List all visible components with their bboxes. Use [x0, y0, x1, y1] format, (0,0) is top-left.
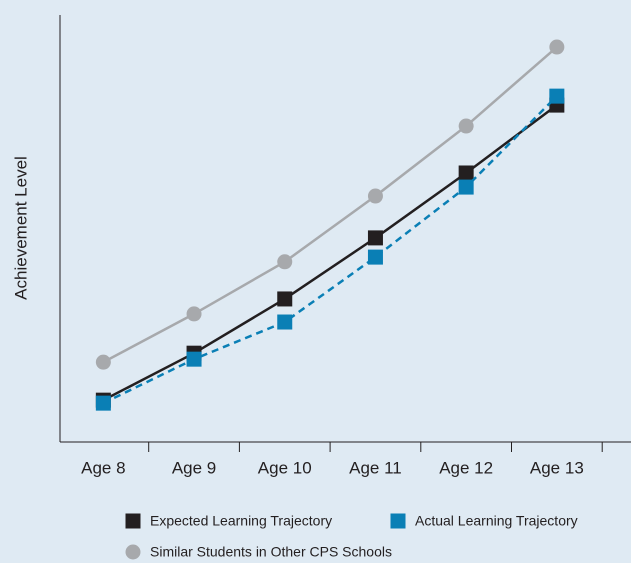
y-axis-label: Achievement Level — [11, 156, 30, 300]
point — [277, 314, 293, 330]
point — [549, 88, 565, 104]
x-tick-label: Age 11 — [349, 458, 402, 477]
point — [277, 254, 293, 270]
legend-marker — [125, 513, 141, 529]
point — [367, 249, 383, 265]
x-tick-label: Age 12 — [439, 458, 493, 477]
series-line — [102, 46, 558, 364]
point — [186, 306, 202, 322]
legend-label: Expected Learning Trajectory — [150, 513, 332, 529]
x-tick-label: Age 9 — [172, 458, 216, 477]
point — [277, 291, 293, 307]
x-tick-label: Age 10 — [258, 458, 312, 477]
point — [95, 354, 111, 370]
point — [95, 395, 111, 411]
point — [458, 179, 474, 195]
point — [367, 188, 383, 204]
point — [549, 39, 565, 55]
x-tick-label: Age 13 — [530, 458, 584, 477]
legend-label: Similar Students in Other CPS Schools — [150, 544, 392, 560]
legend-label: Actual Learning Trajectory — [415, 513, 578, 529]
series-line — [102, 104, 558, 402]
point — [186, 351, 202, 367]
point — [458, 118, 474, 134]
legend-marker — [390, 513, 406, 529]
x-tick-label: Age 8 — [81, 458, 125, 477]
point — [458, 165, 474, 181]
point — [367, 230, 383, 246]
legend-marker — [125, 544, 141, 560]
series-line — [102, 95, 558, 405]
